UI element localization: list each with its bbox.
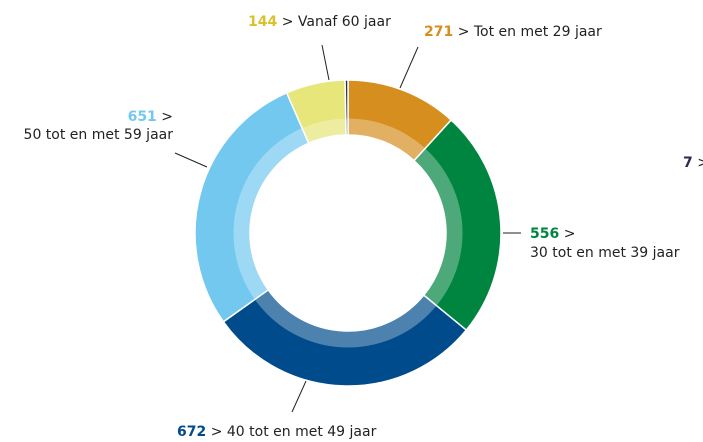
slice-label: 7 > [683,155,703,171]
slice-label: 672 > 40 tot en met 49 jaar [177,424,377,440]
separator: > [697,155,703,171]
separator: > [161,109,173,125]
donut-slice [344,79,349,136]
value-label: 7 [683,155,693,171]
separator: > [458,24,470,40]
donut-slice [222,288,468,387]
separator: > [211,424,223,440]
category-label: 50 tot en met 59 jaar [24,127,174,143]
leader-line [399,46,419,89]
leader-line [291,380,307,413]
value-label: 271 [424,24,453,40]
slice-label: 556 > [530,226,575,242]
separator: > [282,14,294,30]
slice-label: 144 > Vanaf 60 jaar [248,14,391,30]
inner-ring [233,118,463,348]
category-label: 30 tot en met 39 jaar [530,245,680,261]
value-label: 672 [177,424,206,440]
slice-label: 271 > Tot en met 29 jaar [424,24,602,40]
leader-line [321,44,330,81]
slice-label: 651 > [128,109,173,125]
separator: > [564,226,576,242]
leader-line [174,152,208,168]
value-label: 651 [128,109,157,125]
category-label: Vanaf 60 jaar [298,14,391,30]
value-label: 144 [248,14,277,30]
value-label: 556 [530,226,559,242]
donut-slice [194,91,310,323]
category-label: 40 tot en met 49 jaar [227,424,377,440]
category-label: Tot en met 29 jaar [473,24,602,40]
